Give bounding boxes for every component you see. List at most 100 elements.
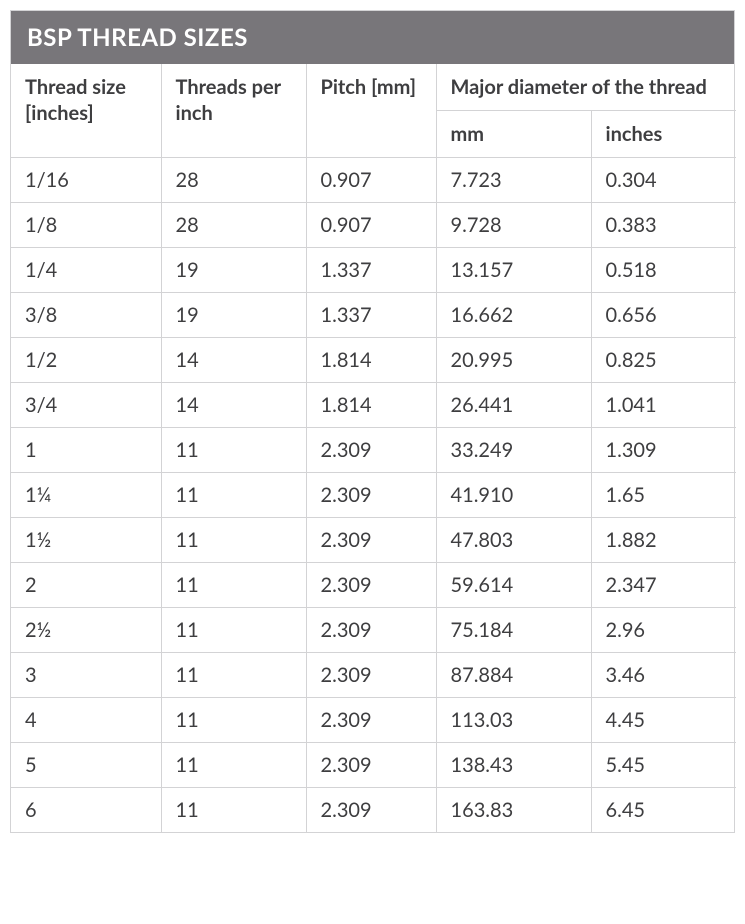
table-row: 2½112.30975.1842.96 xyxy=(11,608,736,653)
col-header-pitch: Pitch [mm] xyxy=(306,64,436,158)
cell-md_mm: 41.910 xyxy=(436,473,591,518)
table-row: 3112.30987.8843.46 xyxy=(11,653,736,698)
col-header-major-diameter: Major diameter of the thread xyxy=(436,64,736,111)
cell-md_in: 1.041 xyxy=(591,383,736,428)
cell-md_in: 0.304 xyxy=(591,158,736,203)
cell-size: 1½ xyxy=(11,518,161,563)
table-row: 1/4191.33713.1570.518 xyxy=(11,248,736,293)
cell-size: 1¼ xyxy=(11,473,161,518)
col-header-thread-size: Thread size [inches] xyxy=(11,64,161,158)
cell-md_mm: 9.728 xyxy=(436,203,591,248)
cell-pitch: 1.814 xyxy=(306,383,436,428)
cell-tpi: 11 xyxy=(161,473,306,518)
cell-md_mm: 20.995 xyxy=(436,338,591,383)
table-body: 1/16280.9077.7230.3041/8280.9079.7280.38… xyxy=(11,158,736,833)
cell-size: 5 xyxy=(11,743,161,788)
cell-size: 1/4 xyxy=(11,248,161,293)
cell-tpi: 19 xyxy=(161,248,306,293)
cell-tpi: 11 xyxy=(161,518,306,563)
cell-pitch: 2.309 xyxy=(306,428,436,473)
cell-pitch: 1.814 xyxy=(306,338,436,383)
cell-pitch: 1.337 xyxy=(306,293,436,338)
cell-md_mm: 16.662 xyxy=(436,293,591,338)
cell-md_in: 5.45 xyxy=(591,743,736,788)
bsp-thread-table: BSP THREAD SIZES Thread size [inches] Th… xyxy=(10,10,735,833)
cell-tpi: 11 xyxy=(161,608,306,653)
cell-size: 2½ xyxy=(11,608,161,653)
cell-md_mm: 33.249 xyxy=(436,428,591,473)
cell-tpi: 14 xyxy=(161,383,306,428)
cell-md_mm: 138.43 xyxy=(436,743,591,788)
col-header-md-in: inches xyxy=(591,111,736,158)
table-row: 5112.309138.435.45 xyxy=(11,743,736,788)
cell-md_mm: 13.157 xyxy=(436,248,591,293)
cell-md_mm: 59.614 xyxy=(436,563,591,608)
cell-pitch: 1.337 xyxy=(306,248,436,293)
cell-size: 1 xyxy=(11,428,161,473)
cell-md_mm: 87.884 xyxy=(436,653,591,698)
cell-md_in: 3.46 xyxy=(591,653,736,698)
cell-md_mm: 7.723 xyxy=(436,158,591,203)
data-table: Thread size [inches] Threads per inch Pi… xyxy=(11,64,736,832)
cell-md_in: 2.347 xyxy=(591,563,736,608)
col-header-md-mm: mm xyxy=(436,111,591,158)
cell-md_in: 2.96 xyxy=(591,608,736,653)
table-row: 3/4141.81426.4411.041 xyxy=(11,383,736,428)
cell-tpi: 28 xyxy=(161,158,306,203)
cell-md_in: 1.65 xyxy=(591,473,736,518)
cell-size: 6 xyxy=(11,788,161,833)
table-row: 1¼112.30941.9101.65 xyxy=(11,473,736,518)
cell-md_mm: 75.184 xyxy=(436,608,591,653)
table-row: 2112.30959.6142.347 xyxy=(11,563,736,608)
cell-size: 3 xyxy=(11,653,161,698)
cell-md_mm: 163.83 xyxy=(436,788,591,833)
cell-md_in: 0.656 xyxy=(591,293,736,338)
table-row: 1112.30933.2491.309 xyxy=(11,428,736,473)
cell-tpi: 11 xyxy=(161,743,306,788)
cell-md_in: 1.882 xyxy=(591,518,736,563)
cell-pitch: 2.309 xyxy=(306,518,436,563)
cell-pitch: 2.309 xyxy=(306,653,436,698)
col-header-tpi: Threads per inch xyxy=(161,64,306,158)
cell-md_in: 4.45 xyxy=(591,698,736,743)
cell-size: 4 xyxy=(11,698,161,743)
cell-tpi: 14 xyxy=(161,338,306,383)
table-title: BSP THREAD SIZES xyxy=(11,11,734,64)
cell-md_in: 1.309 xyxy=(591,428,736,473)
cell-pitch: 2.309 xyxy=(306,743,436,788)
cell-size: 1/8 xyxy=(11,203,161,248)
table-row: 1/16280.9077.7230.304 xyxy=(11,158,736,203)
cell-size: 1/2 xyxy=(11,338,161,383)
cell-md_mm: 47.803 xyxy=(436,518,591,563)
cell-pitch: 2.309 xyxy=(306,698,436,743)
table-row: 1/8280.9079.7280.383 xyxy=(11,203,736,248)
table-row: 3/8191.33716.6620.656 xyxy=(11,293,736,338)
cell-md_mm: 26.441 xyxy=(436,383,591,428)
cell-size: 3/4 xyxy=(11,383,161,428)
cell-tpi: 11 xyxy=(161,698,306,743)
cell-tpi: 11 xyxy=(161,653,306,698)
cell-size: 1/16 xyxy=(11,158,161,203)
cell-md_in: 0.383 xyxy=(591,203,736,248)
cell-pitch: 2.309 xyxy=(306,788,436,833)
cell-pitch: 0.907 xyxy=(306,203,436,248)
table-row: 4112.309113.034.45 xyxy=(11,698,736,743)
cell-tpi: 11 xyxy=(161,788,306,833)
cell-md_in: 6.45 xyxy=(591,788,736,833)
cell-md_in: 0.518 xyxy=(591,248,736,293)
cell-pitch: 2.309 xyxy=(306,473,436,518)
table-row: 1/2141.81420.9950.825 xyxy=(11,338,736,383)
table-row: 6112.309163.836.45 xyxy=(11,788,736,833)
cell-tpi: 11 xyxy=(161,563,306,608)
cell-pitch: 2.309 xyxy=(306,563,436,608)
cell-tpi: 28 xyxy=(161,203,306,248)
cell-md_in: 0.825 xyxy=(591,338,736,383)
cell-md_mm: 113.03 xyxy=(436,698,591,743)
cell-pitch: 0.907 xyxy=(306,158,436,203)
cell-size: 3/8 xyxy=(11,293,161,338)
table-row: 1½112.30947.8031.882 xyxy=(11,518,736,563)
cell-size: 2 xyxy=(11,563,161,608)
cell-tpi: 11 xyxy=(161,428,306,473)
cell-pitch: 2.309 xyxy=(306,608,436,653)
cell-tpi: 19 xyxy=(161,293,306,338)
